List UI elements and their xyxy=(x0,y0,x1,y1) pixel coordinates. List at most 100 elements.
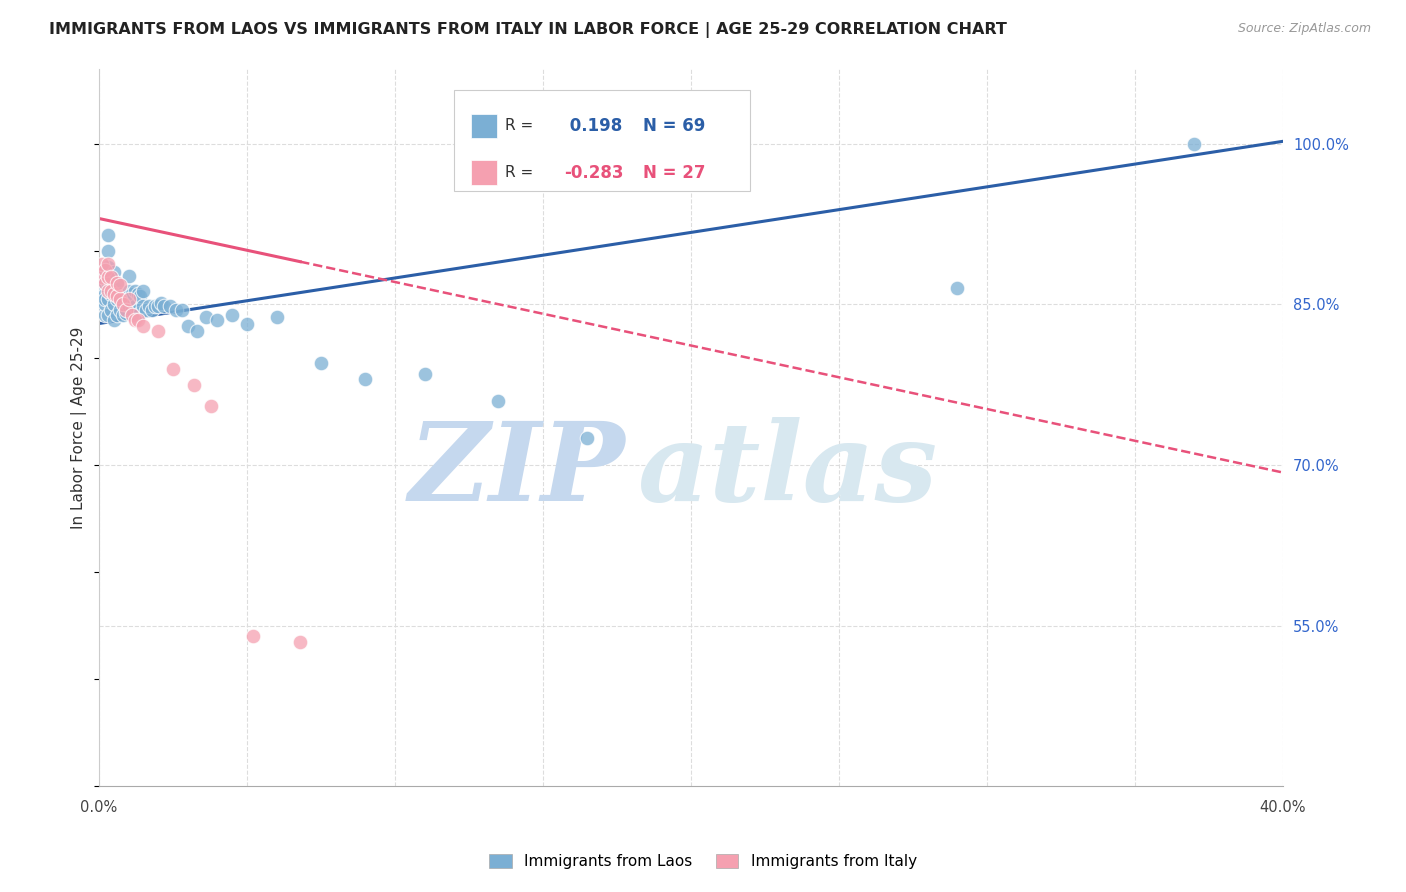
Point xyxy=(221,308,243,322)
Point xyxy=(148,324,170,338)
Point xyxy=(97,276,120,290)
Point xyxy=(124,299,146,313)
Text: atlas: atlas xyxy=(637,417,938,524)
Point xyxy=(94,276,117,290)
Point xyxy=(200,399,222,413)
Text: Source: ZipAtlas.com: Source: ZipAtlas.com xyxy=(1237,22,1371,36)
Point xyxy=(105,292,128,306)
Point xyxy=(91,286,114,301)
Point xyxy=(124,313,146,327)
Point xyxy=(97,260,120,274)
Point xyxy=(1182,136,1205,151)
Point xyxy=(141,302,163,317)
Text: R =: R = xyxy=(505,119,538,134)
Point xyxy=(100,270,122,285)
Point xyxy=(132,299,155,313)
Text: -0.283: -0.283 xyxy=(564,163,624,182)
Legend: Immigrants from Laos, Immigrants from Italy: Immigrants from Laos, Immigrants from It… xyxy=(484,847,922,875)
Text: N = 69: N = 69 xyxy=(644,117,706,135)
Point xyxy=(121,286,143,301)
Point xyxy=(97,270,120,285)
Point xyxy=(121,308,143,322)
Point xyxy=(159,299,181,313)
Point xyxy=(103,265,125,279)
Point xyxy=(94,263,117,277)
Point xyxy=(186,324,208,338)
Point xyxy=(97,292,120,306)
Point xyxy=(114,306,136,320)
Point xyxy=(124,285,146,299)
Point xyxy=(117,292,139,306)
Point xyxy=(108,292,131,306)
Point xyxy=(108,302,131,317)
Point xyxy=(105,308,128,322)
Point xyxy=(135,302,157,317)
Point xyxy=(100,285,122,299)
Point xyxy=(94,292,117,306)
Text: IMMIGRANTS FROM LAOS VS IMMIGRANTS FROM ITALY IN LABOR FORCE | AGE 25-29 CORRELA: IMMIGRANTS FROM LAOS VS IMMIGRANTS FROM … xyxy=(49,22,1007,38)
Point xyxy=(111,297,134,311)
Point xyxy=(105,276,128,290)
Point xyxy=(236,317,259,331)
Text: 0.198: 0.198 xyxy=(564,117,623,135)
Point xyxy=(91,270,114,285)
Point xyxy=(91,297,114,311)
Point xyxy=(132,285,155,299)
Point xyxy=(488,393,510,408)
Point xyxy=(207,313,229,327)
FancyBboxPatch shape xyxy=(471,114,496,138)
Point xyxy=(127,313,149,327)
FancyBboxPatch shape xyxy=(454,90,749,191)
Point xyxy=(114,288,136,302)
Point xyxy=(165,302,187,317)
Point xyxy=(91,292,114,306)
Point xyxy=(127,302,149,317)
Point xyxy=(177,318,200,333)
Point xyxy=(97,244,120,258)
Point xyxy=(170,302,193,317)
Point xyxy=(100,302,122,317)
Point xyxy=(117,299,139,313)
Point xyxy=(183,377,205,392)
Point xyxy=(108,277,131,292)
Point xyxy=(103,313,125,327)
Point xyxy=(354,372,377,386)
Point xyxy=(138,299,160,313)
Point xyxy=(97,285,120,299)
Point xyxy=(100,286,122,301)
Point xyxy=(97,256,120,270)
Point xyxy=(103,297,125,311)
Point xyxy=(576,431,599,445)
Point xyxy=(91,256,114,270)
Point xyxy=(194,310,217,324)
Point xyxy=(150,296,173,310)
FancyBboxPatch shape xyxy=(471,161,496,185)
Point xyxy=(162,361,184,376)
Point xyxy=(108,286,131,301)
Point xyxy=(129,306,152,320)
Point xyxy=(97,308,120,322)
Point xyxy=(100,270,122,285)
Point xyxy=(242,629,264,643)
Point xyxy=(103,281,125,295)
Point xyxy=(105,276,128,290)
Point xyxy=(129,288,152,302)
Point xyxy=(111,288,134,302)
Point xyxy=(127,286,149,301)
Point xyxy=(117,269,139,284)
Point xyxy=(94,265,117,279)
Point xyxy=(94,286,117,301)
Point xyxy=(121,302,143,317)
Point xyxy=(111,308,134,322)
Point xyxy=(91,276,114,290)
Point xyxy=(97,227,120,242)
Point xyxy=(105,288,128,302)
Y-axis label: In Labor Force | Age 25-29: In Labor Force | Age 25-29 xyxy=(72,326,87,529)
Point xyxy=(266,310,288,324)
Point xyxy=(413,367,436,381)
Point xyxy=(94,297,117,311)
Point xyxy=(309,356,332,370)
Text: N = 27: N = 27 xyxy=(644,163,706,182)
Point xyxy=(117,285,139,299)
Text: ZIP: ZIP xyxy=(409,417,626,524)
